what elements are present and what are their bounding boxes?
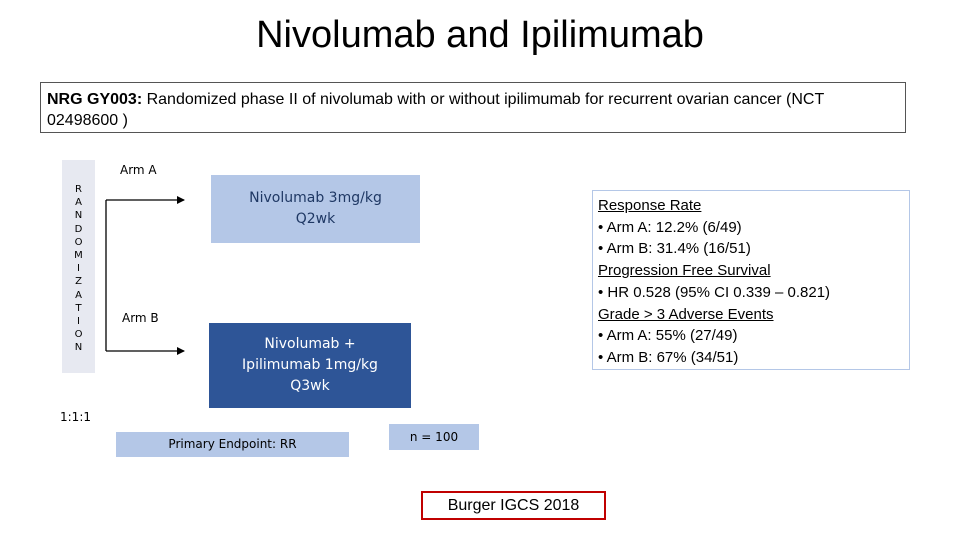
rand-letter: I (77, 263, 80, 275)
results-box: Response Rate • Arm A: 12.2% (6/49) • Ar… (592, 190, 910, 370)
response-rate-arm-b: • Arm B: 31.4% (16/51) (598, 240, 751, 258)
adverse-events-arm-b: • Arm B: 67% (34/51) (598, 348, 739, 366)
pfs-header: Progression Free Survival (598, 262, 771, 280)
randomization-ratio: 1:1:1 (60, 410, 91, 424)
arm-b-treatment-line: Nivolumab + (264, 336, 356, 352)
arm-b-treatment-line: Q3wk (290, 378, 330, 394)
rand-letter: A (75, 197, 82, 209)
rand-letter: D (74, 223, 83, 235)
arm-a-treatment-line: Nivolumab 3mg/kg (249, 190, 382, 206)
adverse-events-arm-a: • Arm A: 55% (27/49) (598, 327, 738, 345)
randomization-bar (62, 160, 95, 373)
response-rate-header: Response Rate (598, 197, 702, 214)
arm-a-label: Arm A (120, 163, 157, 177)
rand-letter: O (74, 236, 83, 248)
rand-letter: I (77, 316, 80, 328)
arm-b-treatment-line: Ipilimumab 1mg/kg (242, 357, 378, 373)
rand-letter: A (75, 289, 82, 301)
arm-a-treatment-box: Nivolumab 3mg/kg Q2wk (211, 175, 420, 243)
rand-letter: O (74, 329, 83, 341)
pfs-hazard-ratio: • HR 0.528 (95% CI 0.339 – 0.821) (598, 283, 831, 301)
sample-size-box: n = 100 (389, 424, 479, 450)
citation-box: Burger IGCS 2018 (421, 491, 606, 520)
arm-b-treatment-box: Nivolumab + Ipilimumab 1mg/kg Q3wk (209, 323, 411, 408)
trial-description: Randomized phase II of nivolumab with or… (47, 91, 824, 129)
rand-letter: M (74, 250, 83, 262)
adverse-events-header: Grade > 3 Adverse Events (598, 305, 774, 323)
rand-letter: N (74, 342, 83, 354)
rand-letter: Z (75, 276, 82, 288)
slide-title: Nivolumab and Ipilimumab (256, 14, 704, 56)
trial-description-box: NRG GY003: Randomized phase II of nivolu… (40, 82, 906, 133)
primary-endpoint-box: Primary Endpoint: RR (116, 432, 349, 457)
arm-a-treatment-line: Q2wk (295, 211, 336, 227)
rand-letter: T (75, 302, 82, 314)
rand-letter: R (75, 184, 82, 195)
randomization-label: R A N D O M I Z A T I O N (62, 183, 95, 355)
rand-letter: N (74, 210, 83, 222)
trial-name: NRG GY003: (47, 91, 143, 108)
arm-b-label: Arm B (122, 311, 159, 325)
response-rate-arm-a: • Arm A: 12.2% (6/49) (598, 218, 742, 236)
